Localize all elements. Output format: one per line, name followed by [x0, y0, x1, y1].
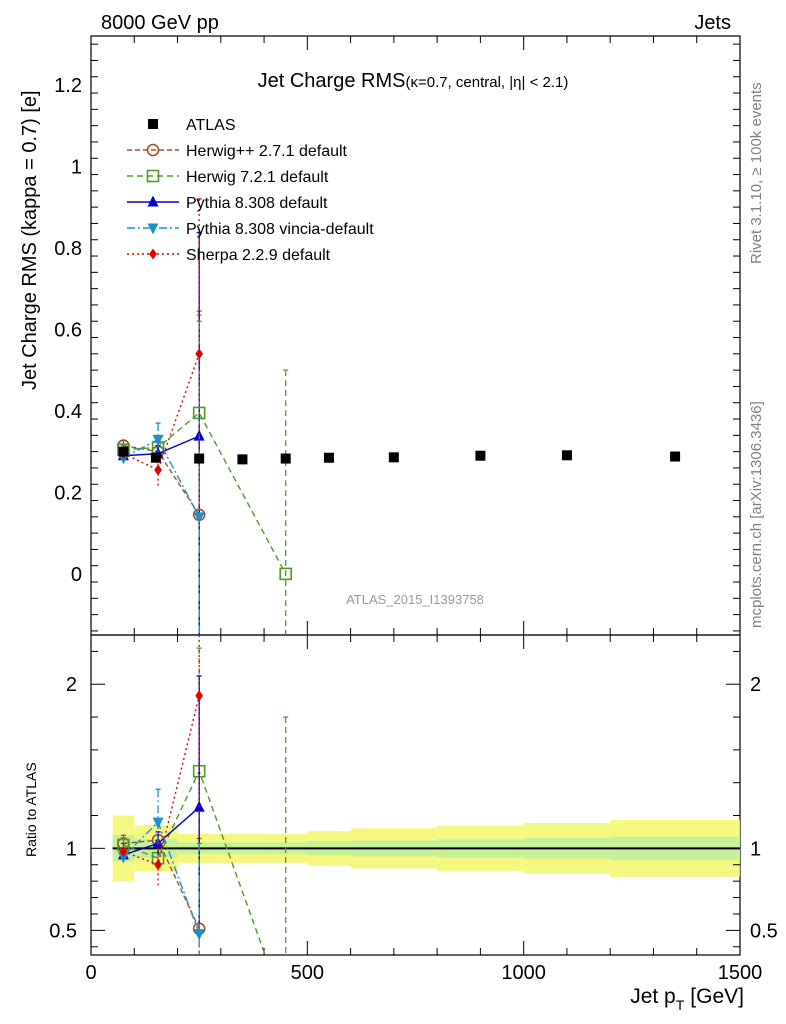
legend-label: Sherpa 2.2.9 default	[186, 247, 331, 264]
legend-label: Herwig++ 2.7.1 default	[186, 143, 348, 160]
legend-entry: Herwig++ 2.7.1 default	[127, 143, 348, 160]
ratio-tick-label: 1	[66, 838, 77, 860]
x-tick-label: 0	[85, 962, 96, 984]
y-tick-label: 1	[71, 156, 82, 178]
chart-title-sub: (κ=0.7, central, |η| < 2.1)	[405, 74, 568, 91]
legend-entry: Herwig 7.2.1 default	[127, 169, 329, 186]
ratio-series-line	[123, 769, 266, 956]
header-left: 8000 GeV pp	[101, 12, 219, 34]
ratio-tick-label-right: 2	[750, 674, 761, 696]
marker-circle	[146, 143, 160, 157]
y-tick-label: 0.8	[54, 238, 82, 260]
series-line	[123, 353, 200, 471]
axis-tick-labels: 0 500 1000 1500 0 0.2 0.4 0.6 0.8 1 1.2 0.5 0.5 1 1 2 2	[49, 75, 778, 984]
legend-label: Pythia 8.308 default	[186, 195, 328, 212]
marker-square-filled	[150, 452, 161, 463]
rivet-label: Rivet 3.1.10, ≥ 100k events	[748, 82, 765, 264]
legend-entry: Pythia 8.308 vincia-default	[127, 221, 374, 238]
x-axis-label: Jet pT [GeV]	[630, 985, 744, 1013]
main-series-group	[117, 198, 293, 635]
ratio-panel-frame	[90, 634, 741, 956]
legend-entry: Sherpa 2.2.9 default	[127, 247, 331, 264]
marker-square	[279, 567, 293, 581]
marker-triangle-down	[193, 929, 205, 941]
y-tick-label: 0.2	[54, 482, 82, 504]
y-tick-label: 1.2	[54, 75, 82, 97]
axis-ticks	[90, 36, 741, 955]
marker-square-filled	[280, 453, 291, 464]
marker-square	[146, 169, 160, 183]
ratio-tick-label-right: 1	[750, 838, 761, 860]
y-tick-label: 0	[71, 564, 82, 586]
mcplots-label: mcplots.cern.ch [arXiv:1306.3436]	[748, 401, 765, 628]
x-tick-label: 1000	[501, 962, 546, 984]
y-tick-label: 0.6	[54, 319, 82, 341]
legend-label: Pythia 8.308 vincia-default	[186, 221, 374, 238]
marker-square-filled	[388, 452, 399, 463]
marker-square-filled	[561, 450, 572, 461]
legend-entry: Pythia 8.308 default	[127, 195, 328, 212]
marker-diamond	[195, 690, 204, 702]
ratio-uncertainty-band	[112, 815, 740, 882]
marker-square-filled	[118, 446, 129, 457]
marker-square-filled	[194, 453, 205, 464]
marker-triangle-down	[117, 852, 129, 864]
ratio-tick-label: 0.5	[49, 920, 77, 942]
x-axis-label-sub: T	[676, 997, 685, 1013]
marker-triangle-down	[193, 512, 205, 524]
analysis-id: ATLAS_2015_I1393758	[346, 592, 484, 607]
marker-triangle-up	[147, 195, 159, 207]
marker-square-filled	[670, 451, 681, 462]
x-tick-label: 500	[291, 962, 324, 984]
marker-square-filled	[475, 450, 486, 461]
y-axis-label: Jet Charge RMS (kappa = 0.7) [e]	[19, 90, 41, 390]
legend-label: ATLAS	[186, 117, 236, 134]
x-tick-label: 1500	[718, 962, 763, 984]
x-axis-label-main: Jet p	[630, 985, 676, 1008]
ratio-tick-label-right: 0.5	[750, 920, 778, 942]
ratio-series-group	[117, 635, 289, 956]
marker-diamond	[195, 348, 204, 360]
ratio-tick-label: 2	[66, 674, 77, 696]
marker-triangle-down	[147, 223, 159, 235]
legend-label: Herwig 7.2.1 default	[186, 169, 329, 186]
marker-diamond	[119, 846, 128, 858]
header-right: Jets	[694, 12, 731, 34]
series-line	[123, 438, 200, 518]
marker-square-filled	[148, 119, 158, 129]
marker-diamond	[154, 464, 162, 476]
series-line	[123, 411, 287, 575]
ratio-y-axis-label: Ratio to ATLAS	[23, 762, 39, 857]
marker-diamond	[149, 248, 157, 260]
marker-triangle-down	[152, 434, 164, 446]
atlas-data-points	[118, 446, 681, 465]
legend: ATLAS Herwig++ 2.7.1 default Herwig 7.2.1 …	[127, 117, 374, 264]
marker-square-filled	[237, 454, 248, 465]
x-axis-label-unit: [GeV]	[690, 985, 744, 1008]
marker-square-filled	[323, 452, 334, 463]
legend-entry-atlas: ATLAS	[148, 117, 236, 134]
marker-triangle-down	[152, 817, 164, 829]
chart-title-main: Jet Charge RMS	[258, 70, 406, 92]
marker-diamond	[154, 859, 162, 871]
y-tick-label: 0.4	[54, 401, 82, 423]
chart-title: Jet Charge RMS(κ=0.7, central, |η| < 2.1…	[258, 70, 569, 92]
